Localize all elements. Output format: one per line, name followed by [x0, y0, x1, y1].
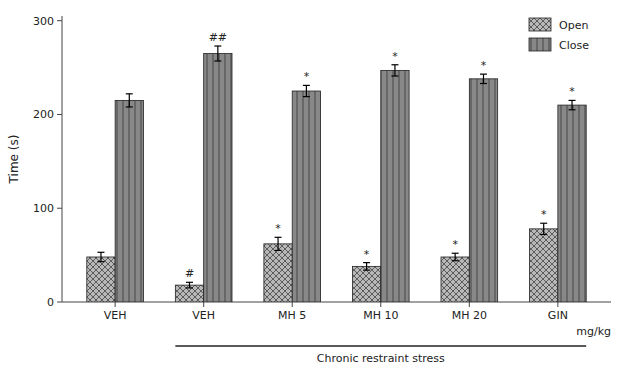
annotation: # [185, 267, 194, 280]
x-axis: VEH VEH MH 5 MH 10 MH 20 GIN [62, 302, 611, 322]
annotations: # * * * * ## * * * * [185, 31, 575, 280]
bracket-line [175, 345, 586, 347]
legend-label: Close [559, 39, 589, 52]
x-tick-label: VEH [104, 309, 127, 322]
x-tick-label: MH 20 [452, 309, 487, 322]
y-axis-label: Time (s) [7, 135, 21, 185]
bar [175, 285, 203, 302]
bar [530, 229, 558, 302]
error-bar [275, 237, 282, 250]
annotation: * [541, 208, 547, 221]
y-tick-label: 200 [33, 108, 54, 121]
y-tick [57, 114, 62, 115]
x-tick [469, 302, 470, 307]
error-bar [569, 100, 576, 109]
x-tick [292, 302, 293, 307]
y-tick-label: 300 [33, 15, 54, 28]
y-tick-label: 100 [33, 202, 54, 215]
error-bar [363, 263, 370, 271]
bar [292, 91, 320, 302]
bar [469, 79, 497, 302]
error-bar [97, 252, 104, 261]
bracket-label: Chronic restraint stress [317, 352, 445, 365]
error-bar [126, 94, 133, 107]
bars [87, 46, 586, 302]
annotation: * [392, 50, 398, 63]
error-bar [540, 223, 547, 234]
annotation: * [275, 222, 281, 235]
x-axis-line [62, 302, 611, 303]
y-tick [57, 20, 62, 21]
x-tick-label: MH 5 [278, 309, 306, 322]
legend: Open Close [529, 18, 589, 52]
x-tick-label: VEH [192, 309, 215, 322]
x-tick-label: GIN [548, 309, 568, 322]
bar [264, 244, 292, 302]
annotation: * [452, 238, 458, 251]
x-axis-label: mg/kg [576, 325, 611, 338]
bar [441, 257, 469, 302]
y-axis-line [62, 16, 63, 302]
x-tick [115, 302, 116, 307]
y-axis: 0 100 200 300 [33, 15, 62, 309]
y-tick [57, 208, 62, 209]
chart-container: 0 100 200 300 Time (s) VEH VEH MH 5 MH 10 MH 20 GI… [0, 0, 625, 384]
annotation: * [481, 59, 487, 72]
annotation: * [569, 85, 575, 98]
error-bar [186, 282, 193, 288]
x-tick [557, 302, 558, 307]
bar [87, 257, 115, 302]
error-bar [452, 253, 459, 261]
annotation: * [304, 70, 310, 83]
x-tick [203, 302, 204, 307]
legend-swatch [529, 38, 551, 51]
bar [381, 70, 409, 302]
error-bar [391, 65, 398, 76]
x-tick-label: MH 10 [363, 309, 398, 322]
annotation: * [364, 248, 370, 261]
bar [558, 105, 586, 302]
legend-swatch [529, 18, 551, 31]
error-bar [214, 46, 221, 61]
legend-label: Open [559, 19, 588, 32]
chart-svg: 0 100 200 300 Time (s) VEH VEH MH 5 MH 10 MH 20 GI… [0, 0, 625, 384]
y-tick [57, 302, 62, 303]
bar [115, 100, 143, 302]
error-bar [480, 74, 487, 83]
annotation: ## [209, 31, 227, 44]
bar [352, 266, 380, 302]
error-bar [303, 85, 310, 96]
y-tick-label: 0 [47, 296, 54, 309]
bar [204, 54, 232, 302]
x-tick [380, 302, 381, 307]
